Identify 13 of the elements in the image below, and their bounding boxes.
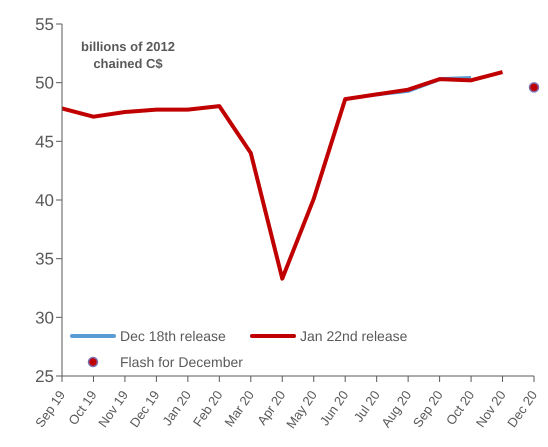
legend-label: Jan 22nd release (300, 328, 408, 344)
legend-label: Dec 18th release (120, 328, 226, 344)
x-tick-label: Jul 20 (350, 388, 383, 425)
y-tick-label: 25 (35, 367, 54, 386)
y-tick-label: 55 (35, 15, 54, 34)
legend-label: Flash for December (120, 354, 243, 370)
y-tick-label: 45 (35, 132, 54, 152)
y-tick-label: 40 (35, 191, 54, 210)
y-tick-label: 50 (35, 74, 54, 93)
y-tick-label: 35 (35, 250, 54, 269)
y-axis-title: billions of 2012 chained C$ (80, 38, 176, 72)
x-tick-label: Jun 20 (316, 388, 352, 428)
y-tick-label: 30 (35, 308, 54, 328)
